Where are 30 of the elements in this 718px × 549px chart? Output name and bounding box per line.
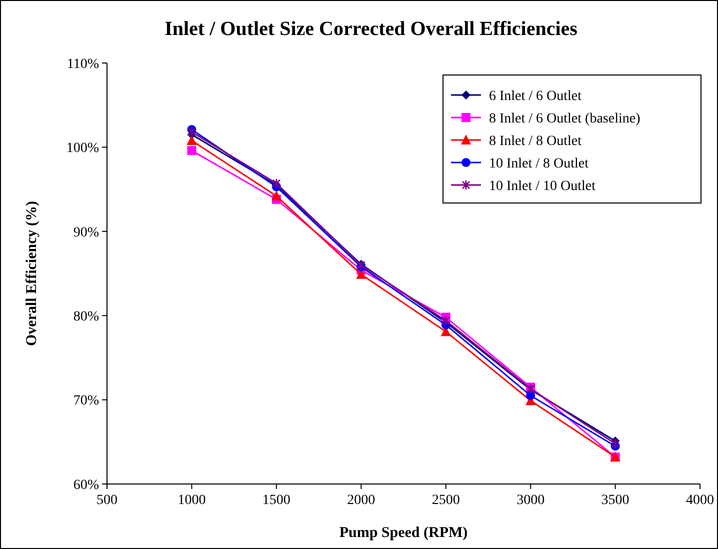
point — [186, 134, 197, 145]
legend-label: 8 Inlet / 8 Outlet — [489, 134, 582, 149]
x-tick-label: 1000 — [178, 493, 206, 508]
y-tick-label: 100% — [66, 141, 100, 156]
legend-label: 6 Inlet / 6 Outlet — [489, 88, 582, 104]
y-tick-label: 80% — [73, 310, 100, 324]
point — [271, 190, 282, 201]
point — [611, 438, 620, 449]
point — [187, 146, 196, 156]
point — [188, 126, 196, 138]
y-tick-label: 70% — [73, 394, 100, 409]
x-tick-label: 4000 — [686, 493, 714, 508]
y-tick-label: 110% — [66, 56, 100, 72]
x-tick-label: 2000 — [347, 493, 376, 508]
point — [526, 391, 536, 400]
y-tick-label: 90% — [73, 225, 100, 240]
point — [272, 178, 281, 189]
x-axis-title: Pump Speed (RPM) — [339, 525, 468, 541]
legend-label: 10 Inlet / 8 Outlet — [489, 156, 589, 172]
legend-label: 8 Inlet / 6 Outlet (baseline) — [489, 111, 641, 126]
chart-title: Inlet / Outlet Size Corrected Overall Efficiencies — [164, 18, 578, 40]
legend-label: 10 Inlet / 10 Outlet — [489, 178, 596, 194]
x-tick-label: 1500 — [262, 493, 290, 508]
y-tick-label: 60% — [73, 478, 100, 493]
x-tick-label: 500 — [96, 493, 118, 508]
x-tick-label: 3500 — [601, 493, 630, 508]
y-axis-title: Overall Efficiency (%) — [24, 201, 40, 346]
point — [442, 315, 450, 326]
x-tick-label: 2500 — [432, 493, 460, 508]
x-tick-label: 3000 — [516, 493, 545, 508]
